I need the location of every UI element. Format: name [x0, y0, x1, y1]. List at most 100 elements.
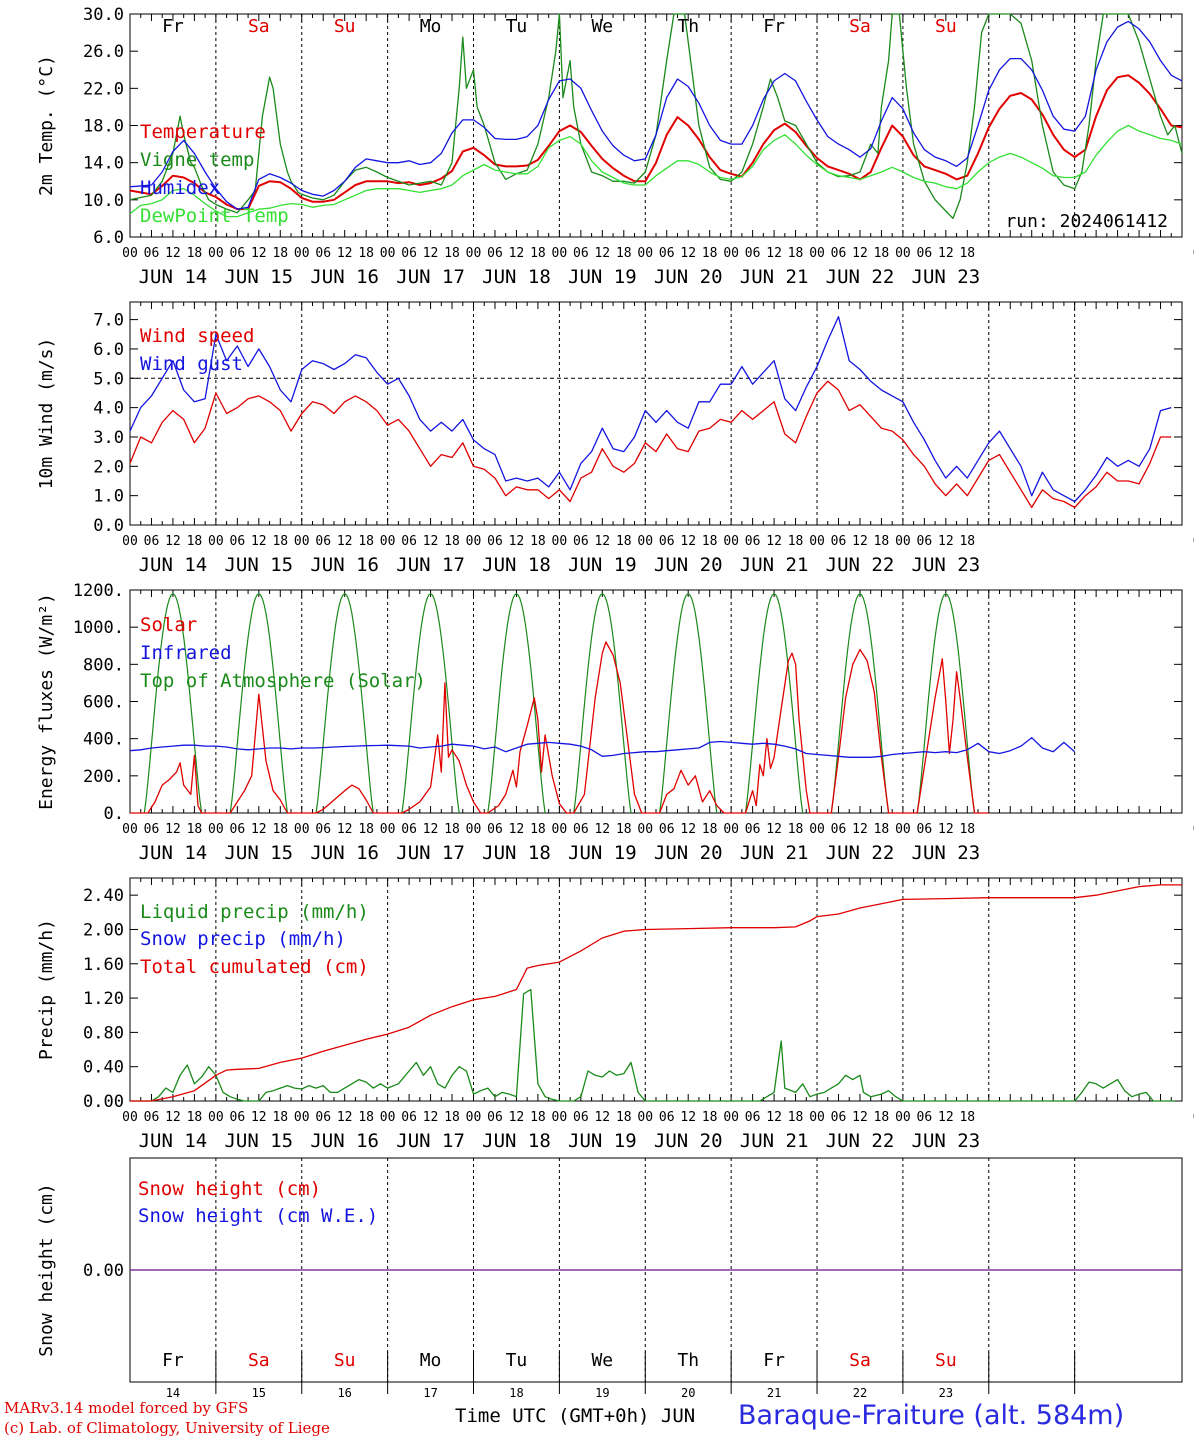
hour-tick-label: 12 [337, 1110, 353, 1125]
series-wind-speed [129, 380, 1172, 509]
hour-tick-label: 06 [659, 246, 675, 261]
hour-tick-label: 06 [487, 1110, 503, 1125]
toa-solar-line [659, 592, 718, 814]
y-tick-label: 600. [83, 693, 124, 713]
y-tick-label: 2.0 [93, 457, 124, 477]
hour-tick-label: 18 [272, 822, 288, 837]
date-label: JUN 22 [826, 842, 895, 864]
date-label: JUN 17 [396, 554, 465, 576]
hour-tick-label: 12 [423, 822, 439, 837]
hour-tick-label: 18 [702, 534, 718, 549]
hour-tick-label: 06 [659, 822, 675, 837]
hour-tick-label: 00 [895, 822, 911, 837]
hour-tick-label: 00 [637, 246, 653, 261]
hour-tick-label: 18 [616, 1110, 632, 1125]
y-axis-label: Snow height (cm) [36, 1183, 57, 1356]
hour-tick-label: 18 [959, 534, 975, 549]
hour-tick-label: 06 [230, 534, 246, 549]
legend-entry: Wind speed [140, 325, 254, 347]
hour-tick-label: 18 [959, 1110, 975, 1125]
weekday-label: Su [334, 16, 356, 37]
date-label: JUN 20 [654, 554, 723, 576]
hour-tick-label: 06 [573, 246, 589, 261]
series-solar [130, 641, 989, 814]
date-label: JUN 16 [310, 1130, 379, 1152]
date-label: JUN 18 [482, 266, 551, 288]
hour-tick-label: 06 [315, 534, 331, 549]
hour-tick-label: 00 [637, 1110, 653, 1125]
hour-tick-label: 18 [358, 1110, 374, 1125]
hour-tick-label: 18 [788, 822, 804, 837]
y-tick-label: 2.40 [83, 886, 124, 906]
date-label: JUN 14 [139, 842, 208, 864]
weekday-label: Sa [248, 16, 270, 37]
hour-tick-label: 12 [852, 246, 868, 261]
plot-frame [129, 301, 1183, 526]
model-credit: MARv3.14 model forced by GFS [4, 1399, 249, 1417]
date-label: JUN 18 [482, 554, 551, 576]
date-label: JUN 19 [568, 1130, 637, 1152]
hour-tick-label: 06 [917, 534, 933, 549]
day-number-label: 20 [681, 1386, 695, 1400]
y-tick-label: 5.0 [93, 369, 124, 389]
hour-tick-label: 12 [337, 246, 353, 261]
hour-tick-label: 00 [122, 1110, 138, 1125]
hour-tick-label: 06 [917, 246, 933, 261]
day-number-label: 16 [337, 1386, 351, 1400]
hour-tick-label: 00 [1193, 534, 1194, 549]
hour-tick-label: 18 [187, 822, 203, 837]
hour-tick-label: 18 [272, 1110, 288, 1125]
hour-tick-label: 18 [874, 822, 890, 837]
day-number-label: 15 [252, 1386, 266, 1400]
weekday-label: Mo [420, 1350, 442, 1371]
y-tick-label: 6.0 [93, 340, 124, 360]
date-label: JUN 17 [396, 266, 465, 288]
hour-tick-label: 06 [144, 1110, 160, 1125]
y-axis-label: 2m Temp. (°C) [36, 55, 57, 196]
hour-tick-label: 00 [208, 1110, 224, 1125]
hour-tick-label: 06 [487, 822, 503, 837]
weekday-label: Tu [506, 1350, 528, 1371]
legend-entry: Humidex [140, 177, 220, 199]
hour-tick-label: 12 [423, 246, 439, 261]
series-vigne-temp [129, 13, 1183, 220]
hour-tick-label: 12 [165, 246, 181, 261]
toa-solar-line [744, 592, 804, 814]
weekday-label: Mo [420, 16, 442, 37]
date-label: JUN 14 [139, 554, 208, 576]
legend-entry: Wind gust [140, 353, 243, 375]
hour-tick-label: 00 [723, 1110, 739, 1125]
date-label: JUN 19 [568, 842, 637, 864]
hour-tick-label: 18 [530, 246, 546, 261]
date-label: JUN 23 [912, 842, 981, 864]
date-label: JUN 20 [654, 266, 723, 288]
hour-tick-label: 00 [208, 822, 224, 837]
hour-tick-label: 06 [401, 822, 417, 837]
y-tick-label: 7.0 [93, 311, 124, 331]
weekday-label: Th [677, 16, 699, 37]
y-tick-label: 0.00 [83, 1261, 124, 1281]
series-humidex [129, 20, 1183, 210]
hour-tick-label: 00 [809, 822, 825, 837]
hour-tick-label: 06 [315, 822, 331, 837]
date-label: JUN 19 [568, 266, 637, 288]
weekday-label: Tu [506, 16, 528, 37]
hour-tick-label: 06 [487, 534, 503, 549]
legend-entry: Temperature [140, 121, 266, 143]
hour-tick-label: 06 [487, 246, 503, 261]
hour-tick-label: 12 [165, 1110, 181, 1125]
series-temperature [129, 74, 1183, 211]
hour-tick-label: 06 [831, 246, 847, 261]
hour-tick-label: 12 [509, 822, 525, 837]
hour-tick-label: 00 [380, 822, 396, 837]
hour-tick-label: 00 [208, 246, 224, 261]
lab-credit: (c) Lab. of Climatology, University of L… [4, 1419, 330, 1437]
hour-tick-label: 12 [594, 534, 610, 549]
date-label: JUN 18 [482, 842, 551, 864]
hour-tick-label: 06 [831, 822, 847, 837]
hour-tick-label: 18 [959, 246, 975, 261]
y-tick-label: 26.0 [83, 42, 124, 62]
weekday-label: Fr [763, 1350, 785, 1371]
hour-tick-label: 00 [723, 534, 739, 549]
